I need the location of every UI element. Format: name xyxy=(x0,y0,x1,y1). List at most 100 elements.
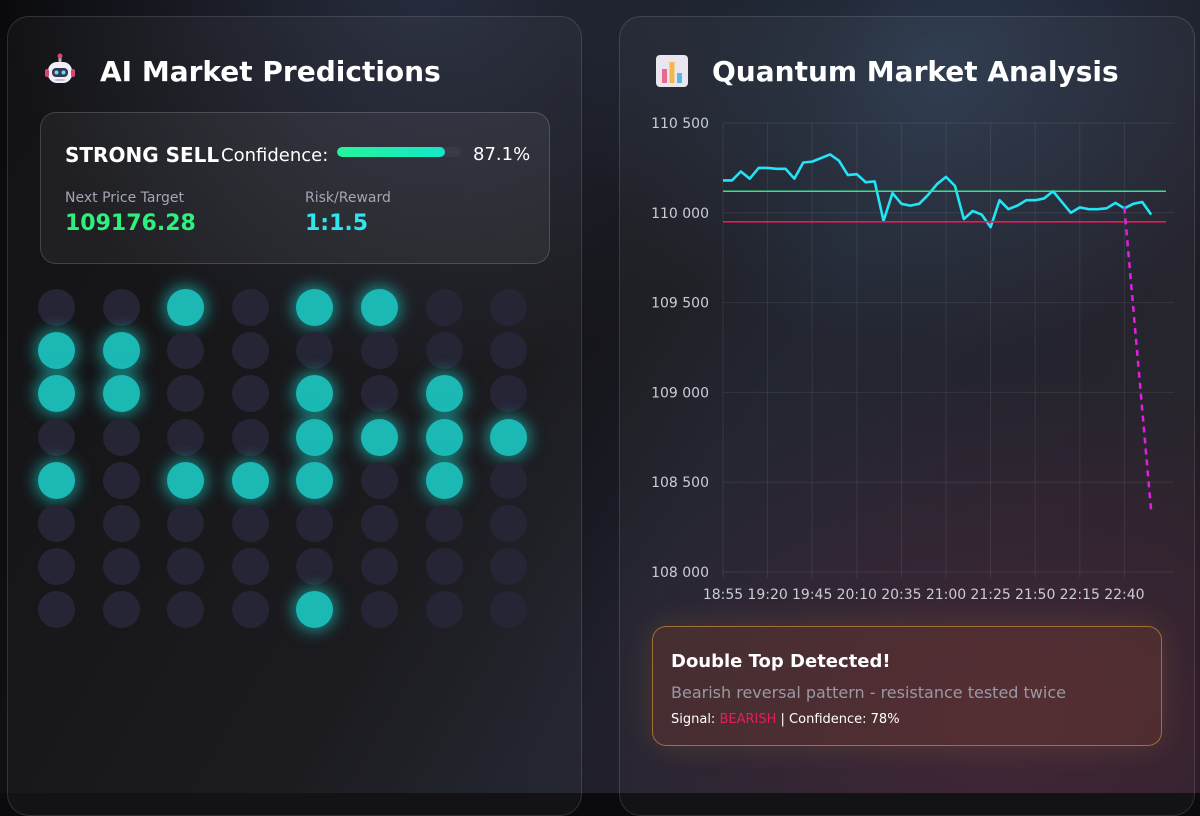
neural-node xyxy=(425,375,463,413)
neural-node xyxy=(361,375,398,413)
neural-node xyxy=(425,461,463,499)
neural-node xyxy=(490,289,528,326)
robot-icon xyxy=(45,53,75,83)
neural-node xyxy=(425,332,463,370)
neural-node xyxy=(231,461,269,499)
pattern-alert-title: Double Top Detected! xyxy=(671,651,891,672)
y-tick-label: 109 500 xyxy=(651,296,709,312)
neural-node xyxy=(167,548,205,586)
pattern-alert: Double Top Detected! Bearish reversal pa… xyxy=(652,626,1162,746)
neural-node xyxy=(231,418,269,456)
neural-node xyxy=(38,332,75,370)
prediction-card: STRONG SELL Confidence: 87.1% Next Price… xyxy=(40,112,550,264)
y-tick-label: 110 500 xyxy=(651,116,709,132)
neural-node xyxy=(425,289,463,326)
pattern-alert-signal: Signal: BEARISH | Confidence: 78% xyxy=(671,712,900,727)
x-tick-label: 19:45 xyxy=(792,587,832,603)
target-value: 109176.28 xyxy=(65,211,196,236)
signal-text: STRONG SELL xyxy=(65,143,220,167)
neural-node xyxy=(361,418,398,456)
neural-node xyxy=(296,289,334,326)
neural-node xyxy=(361,289,398,326)
neural-node xyxy=(296,418,334,456)
bar-chart-icon xyxy=(656,55,688,87)
neural-node xyxy=(102,375,140,413)
neural-node xyxy=(38,591,75,629)
neural-node xyxy=(361,548,398,586)
neural-node xyxy=(490,332,528,370)
price-line xyxy=(723,153,1153,229)
neural-node xyxy=(102,505,140,542)
neural-node xyxy=(231,505,269,542)
neural-node xyxy=(167,375,205,413)
neural-node xyxy=(425,591,463,629)
neural-node xyxy=(167,461,205,499)
neural-node xyxy=(490,418,528,456)
neural-node xyxy=(102,461,140,499)
neural-node xyxy=(231,289,269,326)
neural-node xyxy=(425,418,463,456)
neural-node xyxy=(167,332,205,370)
x-tick-label: 19:20 xyxy=(747,587,787,603)
x-tick-label: 22:15 xyxy=(1060,587,1100,603)
y-tick-label: 108 500 xyxy=(651,475,709,491)
neural-node xyxy=(231,548,269,586)
market-analysis-title: Quantum Market Analysis xyxy=(712,54,1119,88)
confidence-bar xyxy=(337,147,461,157)
risk-reward-label: Risk/Reward xyxy=(305,190,391,206)
ai-predictions-title: AI Market Predictions xyxy=(100,54,441,88)
neural-node xyxy=(296,375,334,413)
neural-node xyxy=(102,548,140,586)
signal-prefix: Signal: xyxy=(671,712,716,727)
signal-confidence: | Confidence: 78% xyxy=(780,712,900,727)
neural-node xyxy=(361,332,398,370)
forecast-line xyxy=(1123,207,1153,512)
x-tick-label: 20:35 xyxy=(881,587,921,603)
market-analysis-panel: Quantum Market Analysis 108 000 108 500 10… xyxy=(619,16,1195,816)
neural-node xyxy=(361,505,398,542)
risk-reward-value: 1:1.5 xyxy=(305,211,369,236)
neural-node xyxy=(102,591,140,629)
neural-node xyxy=(490,505,528,542)
x-tick-label: 18:55 xyxy=(703,587,743,603)
neural-node xyxy=(167,289,205,326)
neural-node xyxy=(167,591,205,629)
x-tick-label: 21:00 xyxy=(926,587,966,603)
neural-node xyxy=(38,418,75,456)
ai-predictions-header: AI Market Predictions xyxy=(42,53,441,89)
neural-node xyxy=(296,505,334,542)
target-label: Next Price Target xyxy=(65,190,184,206)
confidence-bar-fill xyxy=(337,147,445,157)
neural-node xyxy=(38,505,75,542)
neural-node xyxy=(167,418,205,456)
neural-node xyxy=(361,591,398,629)
neural-node xyxy=(38,461,75,499)
neural-node xyxy=(38,289,75,326)
neural-node xyxy=(231,591,269,629)
y-tick-label: 109 000 xyxy=(651,385,709,401)
market-analysis-header: Quantum Market Analysis xyxy=(654,53,1119,89)
neural-node xyxy=(490,548,528,586)
x-tick-label: 20:10 xyxy=(837,587,877,603)
neural-node xyxy=(167,505,205,542)
neural-node xyxy=(102,289,140,326)
confidence-label: Confidence: xyxy=(221,145,329,166)
x-tick-label: 21:25 xyxy=(970,587,1010,603)
x-tick-label: 22:40 xyxy=(1104,587,1144,603)
y-tick-label: 108 000 xyxy=(651,565,709,581)
neural-node xyxy=(296,332,334,370)
neural-node xyxy=(425,548,463,586)
neural-node xyxy=(361,461,398,499)
y-tick-label: 110 000 xyxy=(651,206,709,222)
neural-node xyxy=(490,461,528,499)
ai-predictions-panel: AI Market Predictions STRONG SELL Confid… xyxy=(7,16,582,816)
neural-node xyxy=(38,375,75,413)
neural-node xyxy=(490,375,528,413)
neural-node xyxy=(102,418,140,456)
neural-node xyxy=(296,548,334,586)
neural-node xyxy=(296,461,334,499)
confidence-value: 87.1% xyxy=(473,144,531,165)
x-tick-label: 21:50 xyxy=(1015,587,1055,603)
neural-node xyxy=(490,591,528,629)
neural-node xyxy=(231,375,269,413)
